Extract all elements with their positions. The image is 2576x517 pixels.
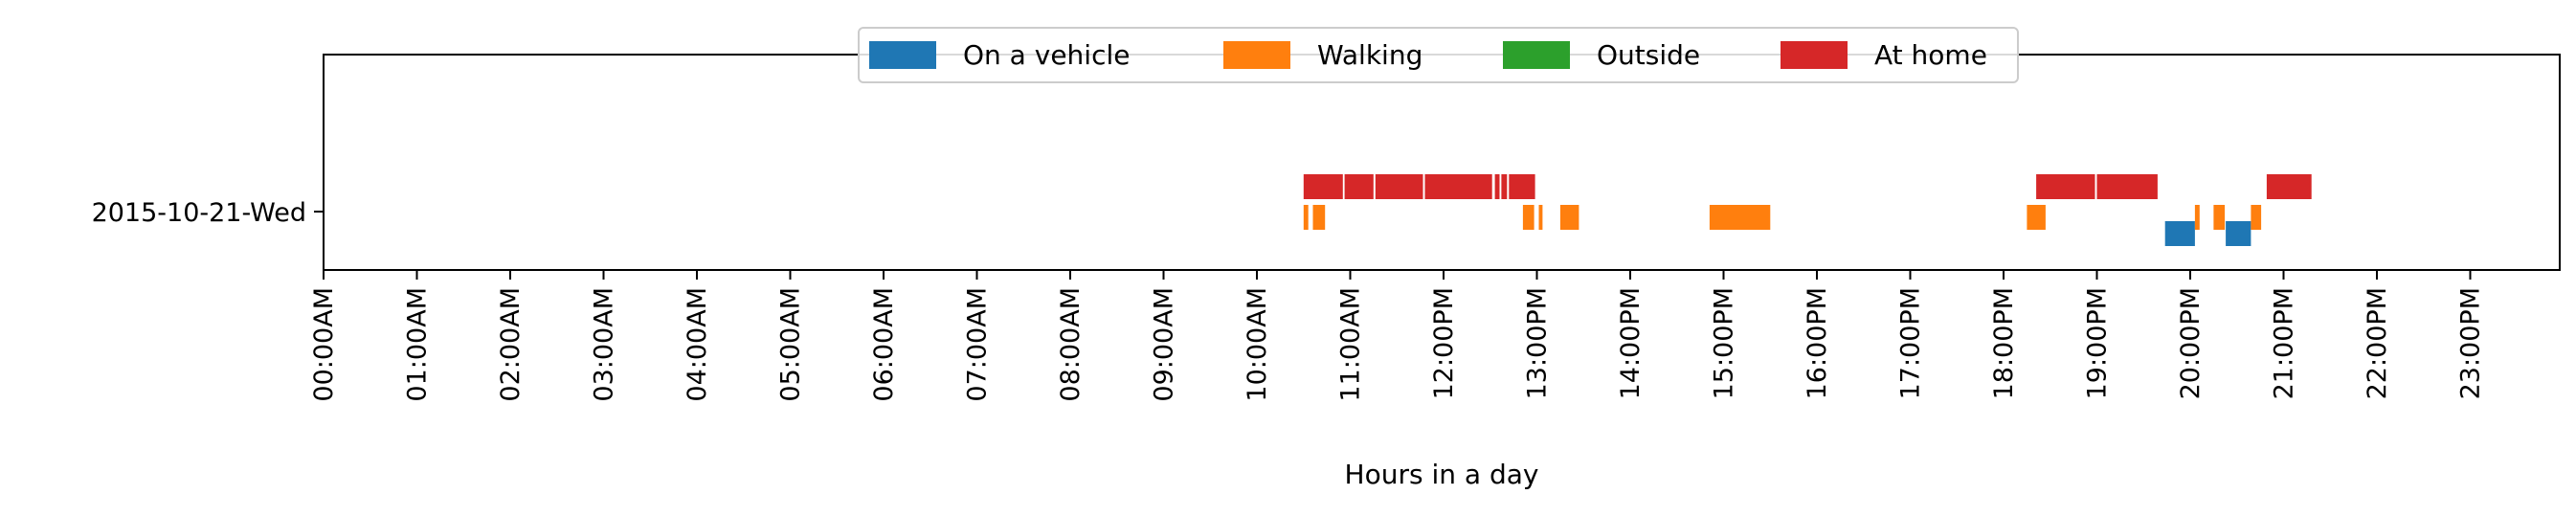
- segment-at-home-0: [1303, 174, 1343, 199]
- legend-swatch-walking: [1223, 41, 1290, 69]
- segment-at-home-7: [2036, 174, 2095, 199]
- segment-at-home-8: [2096, 174, 2158, 199]
- x-tick-label-20: 20:00PM: [2176, 287, 2206, 399]
- segment-at-home-2: [1375, 174, 1423, 199]
- segment-walking-1: [1312, 205, 1326, 230]
- legend-swatch-outside: [1503, 41, 1570, 69]
- x-tick-label-19: 19:00PM: [2083, 287, 2113, 399]
- segment-walking-9: [2251, 205, 2262, 230]
- legend-label-walking: Walking: [1317, 39, 1422, 71]
- segment-on-a-vehicle-1: [2226, 221, 2251, 246]
- segment-walking-0: [1303, 205, 1309, 230]
- x-tick-label-15: 15:00PM: [1710, 287, 1739, 399]
- segment-at-home-9: [2266, 174, 2312, 199]
- plot-frame: [323, 54, 2561, 271]
- segment-at-home-6: [1509, 174, 1535, 199]
- segment-walking-6: [2027, 205, 2046, 230]
- legend-frame: [858, 27, 2019, 83]
- x-tick-label-22: 22:00PM: [2363, 287, 2392, 399]
- x-tick-label-11: 11:00AM: [1336, 287, 1366, 402]
- segment-at-home-1: [1344, 174, 1374, 199]
- chart-marks: [1303, 174, 2312, 246]
- x-tick-label-6: 06:00AM: [869, 287, 899, 402]
- x-tick-label-10: 10:00AM: [1243, 287, 1272, 402]
- x-tick-label-14: 14:00PM: [1616, 287, 1646, 399]
- legend-label-on-a-vehicle: On a vehicle: [963, 39, 1130, 71]
- x-tick-label-17: 17:00PM: [1896, 287, 1926, 399]
- x-axis-label: Hours in a day: [1345, 459, 1539, 490]
- x-tick-label-0: 00:00AM: [309, 287, 339, 402]
- x-tick-label-4: 04:00AM: [683, 287, 712, 402]
- x-tick-label-2: 02:00AM: [496, 287, 526, 402]
- x-tick-label-13: 13:00PM: [1523, 287, 1553, 399]
- legend: On a vehicle Walking Outside At home: [858, 27, 2019, 83]
- legend-label-outside: Outside: [1597, 39, 1700, 71]
- legend-swatch-at-home: [1781, 41, 1848, 69]
- y-tick-label-0: 2015-10-21-Wed: [92, 198, 306, 228]
- x-tick-label-7: 07:00AM: [963, 287, 993, 402]
- segment-on-a-vehicle-0: [2164, 221, 2195, 246]
- x-tick-label-12: 12:00PM: [1429, 287, 1459, 399]
- x-tick-label-21: 21:00PM: [2270, 287, 2299, 399]
- segment-walking-4: [1559, 205, 1579, 230]
- segment-walking-8: [2213, 205, 2226, 230]
- x-tick-label-5: 05:00AM: [776, 287, 806, 402]
- x-tick-label-23: 23:00PM: [2456, 287, 2486, 399]
- segment-at-home-3: [1424, 174, 1492, 199]
- x-tick-label-8: 08:00AM: [1056, 287, 1086, 402]
- legend-label-at-home: At home: [1874, 39, 1987, 71]
- x-tick-label-9: 09:00AM: [1150, 287, 1179, 402]
- legend-swatch-on-a-vehicle: [869, 41, 936, 69]
- x-axis: 00:00AM 01:00AM 02:00AM 03:00AM 04:00AM 05:00…: [309, 270, 2486, 402]
- segment-at-home-5: [1501, 174, 1508, 199]
- x-tick-label-16: 16:00PM: [1803, 287, 1832, 399]
- x-tick-label-3: 03:00AM: [590, 287, 619, 402]
- segment-walking-5: [1709, 205, 1771, 230]
- x-tick-label-18: 18:00PM: [1989, 287, 2019, 399]
- y-axis: 2015-10-21-Wed: [92, 198, 324, 228]
- segment-walking-7: [2194, 205, 2200, 230]
- segment-at-home-4: [1494, 174, 1500, 199]
- segment-walking-2: [1522, 205, 1534, 230]
- x-tick-label-1: 01:00AM: [403, 287, 433, 402]
- segment-walking-3: [1538, 205, 1543, 230]
